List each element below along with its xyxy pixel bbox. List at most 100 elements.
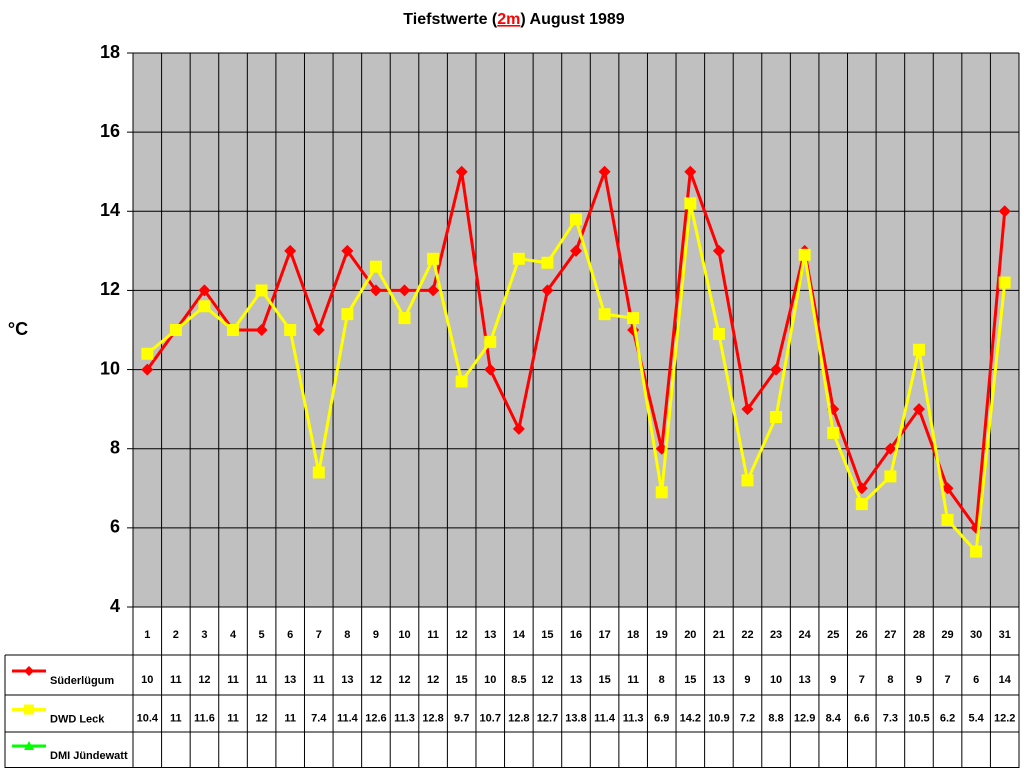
table-value: 15: [456, 674, 468, 686]
x-tick-label: 12: [456, 629, 468, 641]
marker: [398, 312, 411, 325]
x-tick-label: 24: [799, 629, 812, 641]
table-value: 10: [484, 674, 496, 686]
table-value: 13.8: [565, 712, 586, 724]
marker: [24, 741, 34, 750]
x-tick-label: 23: [770, 629, 782, 641]
table-value: 9: [830, 674, 836, 686]
marker: [541, 284, 554, 297]
marker: [484, 363, 497, 376]
marker: [24, 704, 34, 715]
table-value: 7: [859, 674, 865, 686]
table-value: 11.4: [337, 712, 359, 724]
table-value: 8: [659, 674, 665, 686]
marker: [627, 312, 640, 325]
x-tick-label: 7: [316, 629, 322, 641]
marker: [941, 482, 954, 495]
y-tick-label: 12: [100, 279, 120, 299]
table-value: 11: [227, 712, 239, 724]
x-tick-label: 16: [570, 629, 582, 641]
table-value: 7.3: [883, 712, 898, 724]
table-value: 10.9: [708, 712, 729, 724]
marker: [998, 276, 1011, 289]
table-value: 6.2: [940, 712, 955, 724]
x-tick-label: 9: [373, 629, 379, 641]
table-value: 13: [799, 674, 811, 686]
marker: [312, 324, 325, 336]
x-tick-label: 30: [970, 629, 982, 641]
table-value: 12.8: [508, 712, 529, 724]
legend-label: DWD Leck: [50, 713, 105, 725]
table-value: 8: [887, 674, 893, 686]
table-value: 9: [744, 674, 750, 686]
x-tick-label: 14: [513, 629, 526, 641]
table-value: 10.5: [908, 712, 929, 724]
marker: [712, 327, 725, 340]
x-tick-label: 6: [287, 629, 293, 641]
marker: [598, 308, 611, 321]
marker: [912, 343, 925, 356]
marker: [884, 442, 897, 455]
y-tick-label: 8: [110, 437, 120, 457]
table-value: 10.7: [480, 712, 501, 724]
y-tick-label: 18: [100, 42, 120, 62]
table-value: 14.2: [680, 712, 701, 724]
table-value: 5.4: [968, 712, 984, 724]
marker: [284, 244, 297, 257]
y-tick-label: 4: [110, 596, 120, 616]
marker: [684, 197, 697, 210]
marker: [512, 252, 525, 265]
table-value: 11.4: [594, 712, 616, 724]
marker: [455, 375, 468, 388]
table-value: 13: [341, 674, 353, 686]
table-value: 6.6: [854, 712, 869, 724]
marker: [770, 363, 783, 376]
table-value: 12: [255, 712, 267, 724]
marker: [941, 513, 954, 526]
table-value: 12: [398, 674, 410, 686]
x-tick-label: 13: [484, 629, 496, 641]
table-value: 11.3: [623, 712, 644, 724]
marker: [369, 284, 382, 297]
marker: [970, 545, 983, 558]
marker: [141, 347, 154, 360]
legend-label: DMI Jündewatt: [50, 750, 128, 762]
x-tick-label: 20: [684, 629, 696, 641]
table-value: 6: [973, 674, 979, 686]
x-tick-label: 22: [741, 629, 753, 641]
table-value: 8.5: [511, 674, 526, 686]
x-tick-label: 4: [230, 629, 237, 641]
x-tick-label: 1: [144, 629, 150, 641]
marker: [341, 308, 354, 321]
marker: [541, 256, 554, 269]
table-value: 10: [141, 674, 153, 686]
table-value: 12: [370, 674, 382, 686]
table-value: 11.6: [194, 712, 215, 724]
marker: [455, 165, 468, 178]
marker: [341, 244, 354, 257]
marker: [570, 244, 582, 257]
y-tick-label: 6: [110, 517, 120, 537]
marker: [398, 284, 411, 297]
table-value: 12: [198, 674, 210, 686]
y-tick-label: 14: [100, 200, 120, 220]
marker: [855, 498, 868, 511]
x-tick-label: 3: [201, 629, 207, 641]
x-tick-label: 10: [398, 629, 410, 641]
x-tick-label: 8: [344, 629, 350, 641]
marker: [741, 403, 754, 416]
marker: [655, 486, 668, 499]
table-value: 13: [284, 674, 296, 686]
marker: [198, 284, 211, 297]
marker: [198, 300, 211, 313]
marker: [284, 324, 297, 336]
marker: [741, 474, 754, 487]
marker: [255, 284, 268, 297]
table-value: 12.9: [794, 712, 815, 724]
marker: [512, 422, 525, 435]
table-value: 11: [313, 674, 325, 686]
marker: [255, 324, 268, 336]
table-value: 11: [227, 674, 239, 686]
marker: [912, 403, 925, 416]
